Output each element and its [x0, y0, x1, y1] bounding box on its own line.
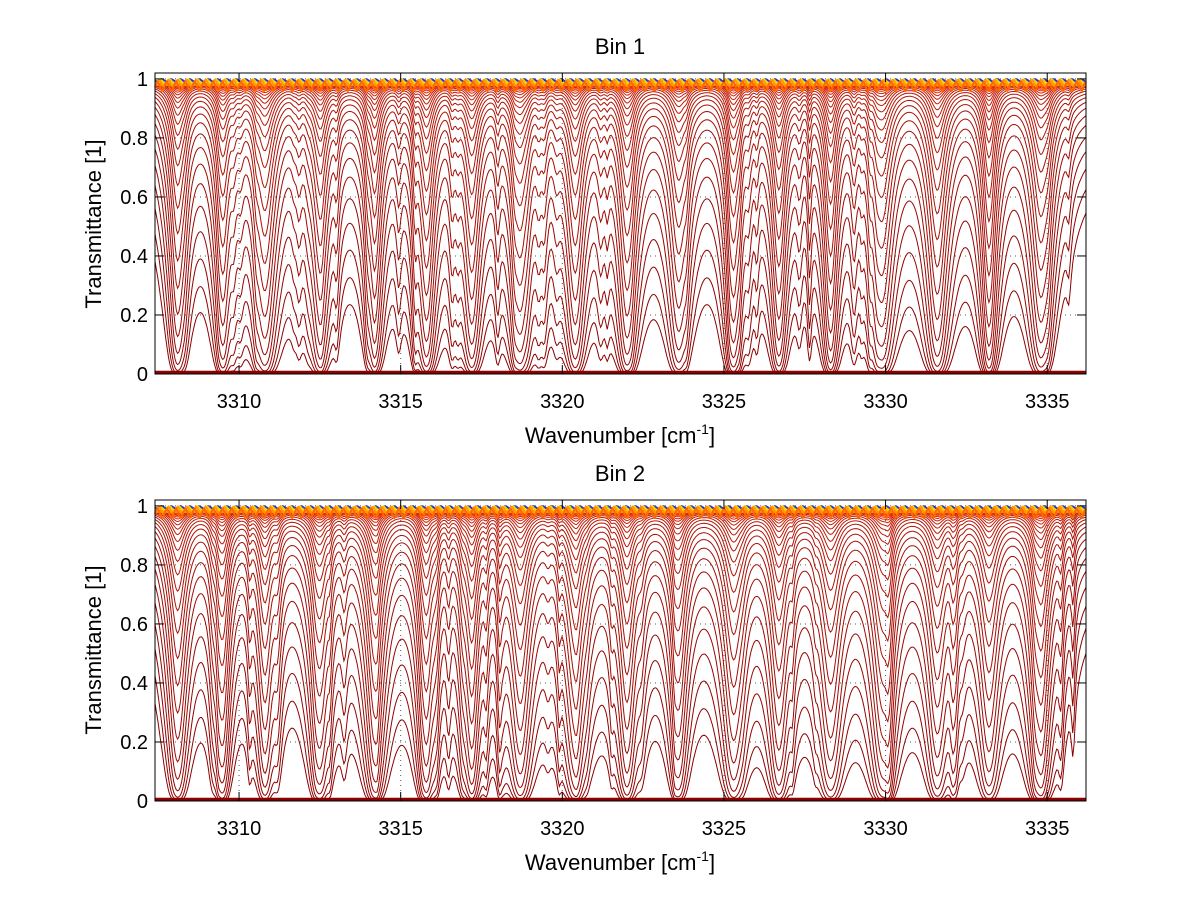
y-tick-label: 0: [137, 364, 148, 386]
spectrum-series: [154, 510, 1087, 549]
x-tick-label: 3330: [863, 391, 908, 413]
series-lines: [154, 505, 1087, 802]
y-tick-label: 0.8: [120, 555, 148, 577]
x-tick-label: 3310: [217, 391, 262, 413]
spectrum-series: [154, 628, 1087, 802]
y-tick-label: 0.6: [120, 187, 148, 209]
spectrum-series: [154, 516, 1087, 628]
spectrum-series: [154, 124, 1087, 362]
chart-panel-bin-2: Bin 2 3310 3315 3320 3325 3330 3335 0 0.2 0.4 0.6…: [81, 461, 1087, 875]
y-tick-label: 0: [137, 791, 148, 813]
x-tick-label: 3315: [378, 818, 423, 840]
spectrum-series: [154, 168, 1087, 375]
spectrum-series: [154, 513, 1087, 588]
spectrum-series: [154, 88, 1087, 199]
spectrum-series: [154, 83, 1087, 121]
chart-panel-bin-1: Bin 1 3310 3315 3320 3325 3330 3335 0 0.2 0.4 0.6…: [81, 34, 1087, 448]
spectrum-series: [154, 84, 1087, 144]
y-tick-label: 0.2: [120, 732, 148, 754]
chart-title: Bin 2: [595, 461, 645, 486]
y-tick-label: 0.2: [120, 305, 148, 327]
x-tick-label: 3320: [540, 391, 585, 413]
x-tick-label: 3335: [1025, 391, 1070, 413]
x-axis-label: Wavenumber [cm-1]: [525, 848, 715, 875]
spectrum-series: [154, 93, 1087, 250]
spectrum-series: [154, 511, 1087, 559]
spectrum-series: [154, 84, 1087, 131]
spectrum-series: [154, 85, 1087, 160]
spectrum-series: [154, 79, 1087, 93]
y-axis-label: Transmittance [1]: [81, 565, 106, 734]
y-tick-label: 0.6: [120, 614, 148, 636]
y-axis-label: Transmittance [1]: [81, 139, 106, 308]
spectrum-series: [154, 522, 1087, 679]
spectrum-series: [154, 136, 1087, 369]
spectrum-series: [154, 571, 1087, 797]
spectrum-series: [154, 115, 1087, 348]
x-tick-label: 3325: [702, 818, 747, 840]
x-tick-label: 3325: [702, 391, 747, 413]
spectrum-series: [154, 97, 1087, 278]
x-tick-label: 3315: [378, 391, 423, 413]
plot-frame: [154, 499, 1087, 802]
spectrum-series: [154, 606, 1087, 802]
x-tick-label: 3320: [540, 818, 585, 840]
spectrum-series: [154, 526, 1087, 707]
spectrum-series: [154, 101, 1087, 305]
spectrum-series: [154, 107, 1087, 329]
y-tick-label: 1: [137, 496, 148, 518]
spectrum-series: [154, 512, 1087, 572]
axis-ticks: 3310 3315 3320 3325 3330 3335 0 0.2 0.4 0.6 0.8 1: [120, 69, 1086, 413]
axis-ticks: 3310 3315 3320 3325 3330 3335 0 0.2 0.4 0.6 0.8 1: [120, 496, 1086, 840]
x-tick-label: 3330: [863, 818, 908, 840]
spectrum-series: [154, 82, 1086, 98]
x-tick-label: 3310: [217, 818, 262, 840]
y-tick-label: 0.8: [120, 128, 148, 150]
spectrum-series: [154, 83, 1086, 113]
spectrum-series: [154, 506, 1087, 520]
spectrum-series: [154, 531, 1087, 733]
chart-title: Bin 1: [595, 34, 645, 59]
spectrum-series: [154, 514, 1087, 606]
spectrum-series: [154, 151, 1087, 373]
y-tick-label: 1: [137, 69, 148, 91]
series-lines: [154, 78, 1087, 375]
y-tick-label: 0.4: [120, 673, 148, 695]
spectrum-series: [154, 86, 1087, 178]
x-tick-label: 3335: [1025, 818, 1070, 840]
spectrum-series: [154, 538, 1087, 757]
spectrum-series: [154, 90, 1087, 224]
spectrum-series: [154, 587, 1087, 800]
spectrum-series: [154, 519, 1087, 652]
plot-frame: [154, 72, 1087, 375]
y-tick-label: 0.4: [120, 246, 148, 268]
spectrum-series: [154, 557, 1087, 789]
spectrum-series: [154, 547, 1087, 776]
x-axis-label: Wavenumber [cm-1]: [525, 421, 715, 448]
